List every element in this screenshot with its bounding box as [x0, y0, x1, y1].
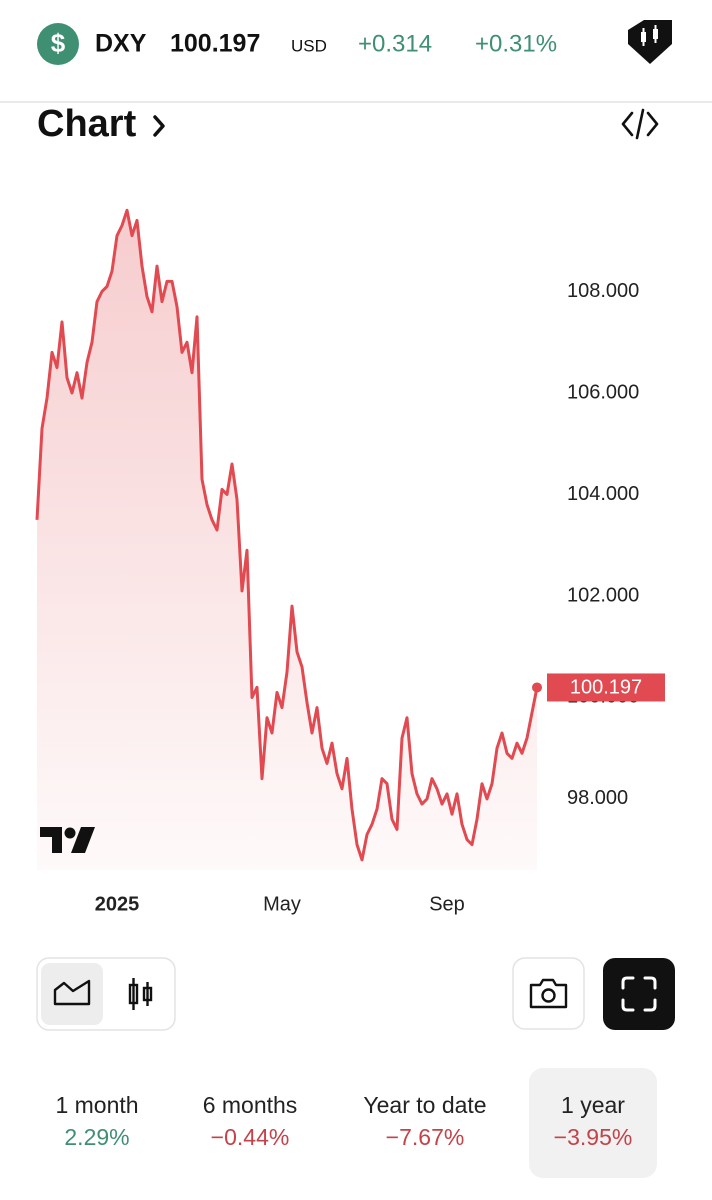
candle-style-button[interactable] [128, 978, 153, 1010]
chart-type-badge[interactable] [628, 20, 672, 64]
period-tab[interactable]: 1 month 2.29% [55, 1092, 138, 1150]
y-tick-label: 98.000 [567, 787, 628, 809]
period-tab[interactable]: 6 months −0.44% [203, 1092, 298, 1150]
x-tick-label: 2025 [95, 893, 140, 915]
section-title: Chart [37, 103, 137, 145]
period-tabs: 1 month 2.29% 6 months −0.44% Year to date −7… [55, 1068, 657, 1178]
period-label: 1 month [55, 1092, 138, 1118]
y-tick-label: 106.000 [567, 381, 639, 403]
snapshot-button[interactable] [512, 957, 585, 1030]
y-tick-label: 102.000 [567, 584, 639, 606]
period-label: 6 months [203, 1092, 298, 1118]
period-selected-bg [529, 1068, 657, 1178]
x-tick-label: May [263, 893, 301, 915]
fullscreen-button[interactable] [603, 958, 675, 1030]
last-point [532, 682, 542, 693]
period-label: 1 year [561, 1092, 625, 1118]
period-change: 2.29% [64, 1124, 129, 1150]
plot: 98.000100.000102.000104.000106.000108.00… [35, 208, 665, 915]
tradingview-logo [40, 827, 95, 853]
symbol: DXY [95, 30, 147, 58]
y-tick-label: 104.000 [567, 483, 639, 505]
period-change: −0.44% [211, 1124, 290, 1150]
currency: USD [291, 36, 327, 55]
area-style-button[interactable] [41, 963, 103, 1025]
area-fill [37, 210, 537, 871]
embed-button[interactable] [621, 108, 659, 140]
change-percent: +0.31% [475, 30, 557, 57]
symbol-icon [37, 23, 79, 65]
last-price-tag [547, 673, 665, 702]
period-tab[interactable]: Year to date −7.67% [363, 1092, 486, 1150]
period-change: −7.67% [386, 1124, 465, 1150]
section-link[interactable]: Chart [37, 103, 165, 145]
period-change: −3.95% [554, 1124, 633, 1150]
y-tick-label: 108.000 [567, 280, 639, 302]
price-line [35, 208, 539, 862]
change: +0.314 [358, 30, 432, 57]
symbol-icon-glyph: $ [51, 28, 66, 58]
x-tick-label: Sep [429, 893, 465, 915]
last-price-label: 100.197 [570, 677, 642, 699]
period-tab[interactable]: 1 year −3.95% [529, 1068, 657, 1178]
period-label: Year to date [363, 1092, 486, 1118]
price: 100.197 [170, 30, 260, 58]
